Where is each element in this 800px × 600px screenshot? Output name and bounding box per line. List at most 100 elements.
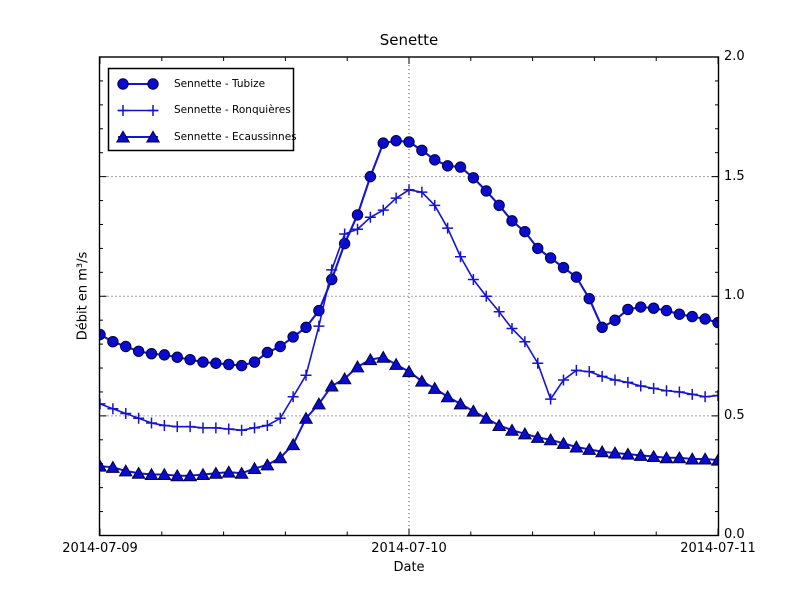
- marker-circle: [145, 347, 158, 360]
- marker-triangle: [337, 371, 352, 385]
- marker-triangle: [350, 360, 365, 373]
- marker-triangle: [260, 458, 275, 471]
- marker-plus: [429, 199, 441, 211]
- marker-circle: [467, 172, 480, 184]
- marker-circle: [132, 345, 145, 357]
- marker-plus: [493, 306, 505, 318]
- marker-circle: [248, 356, 261, 368]
- marker-triangle: [543, 432, 558, 446]
- marker-plus: [249, 422, 260, 434]
- y-tick-label-0.0: 0.0: [724, 527, 745, 542]
- marker-plus: [236, 424, 248, 436]
- marker-circle: [377, 137, 389, 149]
- legend-label-tubize: Sennette - Tubize: [174, 78, 266, 90]
- marker-plus: [635, 380, 647, 392]
- y-tick-label-0.5: 0.5: [724, 408, 745, 423]
- marker-circle: [506, 215, 518, 227]
- marker-plus: [390, 192, 402, 204]
- marker-circle: [673, 308, 686, 320]
- marker-plus: [480, 290, 492, 302]
- marker-triangle: [144, 467, 159, 480]
- marker-plus: [622, 376, 634, 388]
- marker-plus: [364, 211, 376, 223]
- marker-triangle: [298, 411, 314, 424]
- marker-plus: [442, 222, 454, 234]
- marker-circle: [235, 359, 248, 372]
- marker-triangle: [234, 466, 249, 479]
- marker-plus: [107, 403, 119, 415]
- marker-plus: [197, 422, 209, 434]
- marker-plus: [287, 391, 299, 403]
- marker-plus: [661, 385, 672, 397]
- marker-plus: [558, 374, 569, 386]
- marker-plus: [455, 251, 466, 263]
- marker-plus: [261, 419, 273, 431]
- legend: [107, 67, 295, 152]
- marker-triangle: [607, 446, 623, 459]
- marker-plus: [117, 105, 129, 116]
- marker-plus: [583, 366, 595, 378]
- marker-circle: [120, 340, 132, 353]
- marker-triangle: [569, 440, 584, 453]
- marker-plus: [313, 320, 325, 332]
- marker-triangle: [247, 461, 262, 475]
- marker-circle: [197, 356, 209, 368]
- marker-plus: [223, 423, 235, 435]
- marker-triangle: [208, 466, 223, 479]
- marker-triangle: [195, 467, 211, 480]
- marker-plus: [158, 419, 170, 431]
- marker-plus: [519, 336, 531, 348]
- marker-triangle: [530, 430, 545, 443]
- marker-triangle: [466, 404, 481, 417]
- marker-plus: [609, 374, 621, 386]
- marker-plus: [596, 370, 608, 382]
- marker-circle: [117, 78, 129, 90]
- marker-circle: [532, 242, 544, 255]
- marker-plus: [352, 223, 363, 235]
- marker-triangle: [453, 397, 468, 410]
- marker-plus: [171, 421, 183, 433]
- marker-triangle: [145, 130, 161, 143]
- x-axis-label: Date: [393, 560, 425, 575]
- marker-circle: [147, 78, 159, 90]
- marker-triangle: [286, 437, 301, 451]
- marker-circle: [171, 351, 183, 363]
- marker-triangle: [595, 444, 610, 458]
- marker-triangle: [324, 379, 339, 392]
- marker-plus: [467, 274, 479, 286]
- marker-circle: [107, 336, 119, 348]
- y-axis-label: Débit en m³/s: [75, 251, 91, 341]
- marker-circle: [557, 261, 570, 274]
- marker-plus: [326, 264, 338, 276]
- marker-plus: [699, 391, 711, 403]
- marker-circle: [609, 314, 621, 326]
- y-tick-label-1.0: 1.0: [724, 288, 745, 303]
- marker-triangle: [221, 465, 236, 478]
- legend-label-ronquieres: Sennette - Ronquières: [174, 104, 291, 116]
- marker-circle: [686, 310, 698, 323]
- marker-triangle: [556, 436, 571, 449]
- marker-plus: [274, 412, 286, 424]
- marker-circle: [635, 301, 647, 313]
- legend-label-ecaussinnes: Sennette - Ecaussinnes: [174, 131, 297, 143]
- marker-triangle: [118, 464, 133, 477]
- marker-circle: [519, 225, 531, 238]
- marker-plus: [416, 186, 428, 198]
- x-tick-label-1: 2014-07-10: [371, 541, 447, 556]
- marker-triangle: [131, 466, 146, 479]
- marker-triangle: [157, 467, 172, 480]
- marker-circle: [493, 199, 505, 212]
- marker-triangle: [633, 448, 648, 461]
- marker-circle: [300, 321, 312, 334]
- marker-plus: [403, 184, 415, 196]
- marker-triangle: [401, 364, 417, 378]
- marker-triangle: [685, 452, 700, 465]
- marker-triangle: [479, 411, 494, 424]
- marker-plus: [146, 417, 157, 429]
- marker-plus: [377, 204, 389, 216]
- marker-circle: [544, 252, 557, 264]
- marker-triangle: [376, 350, 391, 363]
- marker-plus: [686, 388, 698, 400]
